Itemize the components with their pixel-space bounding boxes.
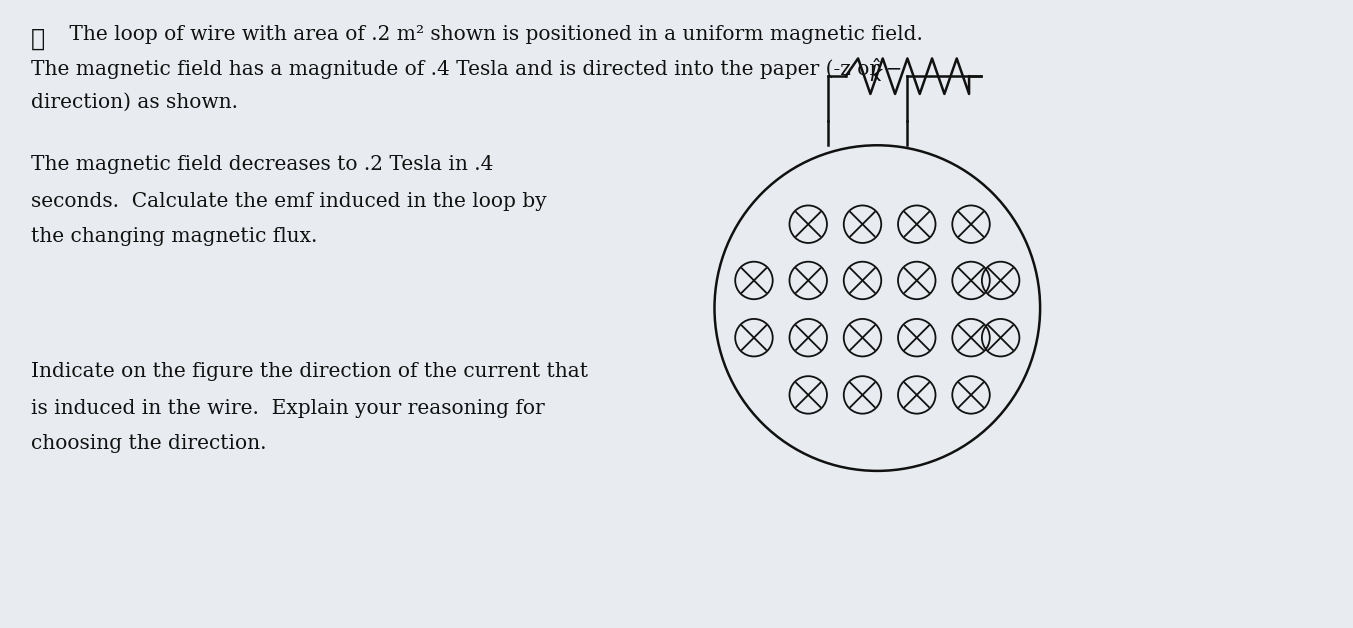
Text: The magnetic field decreases to .2 Tesla in .4: The magnetic field decreases to .2 Tesla… xyxy=(31,155,492,174)
Text: the changing magnetic flux.: the changing magnetic flux. xyxy=(31,227,317,246)
Text: seconds.  Calculate the emf induced in the loop by: seconds. Calculate the emf induced in th… xyxy=(31,192,547,210)
Text: choosing the direction.: choosing the direction. xyxy=(31,435,267,453)
Text: The loop of wire with area of .2 m² shown is positioned in a uniform magnetic fi: The loop of wire with area of .2 m² show… xyxy=(64,25,923,44)
Text: 🛸: 🛸 xyxy=(31,27,45,51)
Text: direction) as shown.: direction) as shown. xyxy=(31,93,238,112)
Text: is induced in the wire.  Explain your reasoning for: is induced in the wire. Explain your rea… xyxy=(31,399,544,418)
Text: The magnetic field has a magnitude of .4 Tesla and is directed into the paper (-: The magnetic field has a magnitude of .4… xyxy=(31,60,902,79)
Text: Indicate on the figure the direction of the current that: Indicate on the figure the direction of … xyxy=(31,362,587,381)
Text: $\hat{k}$: $\hat{k}$ xyxy=(870,60,885,87)
